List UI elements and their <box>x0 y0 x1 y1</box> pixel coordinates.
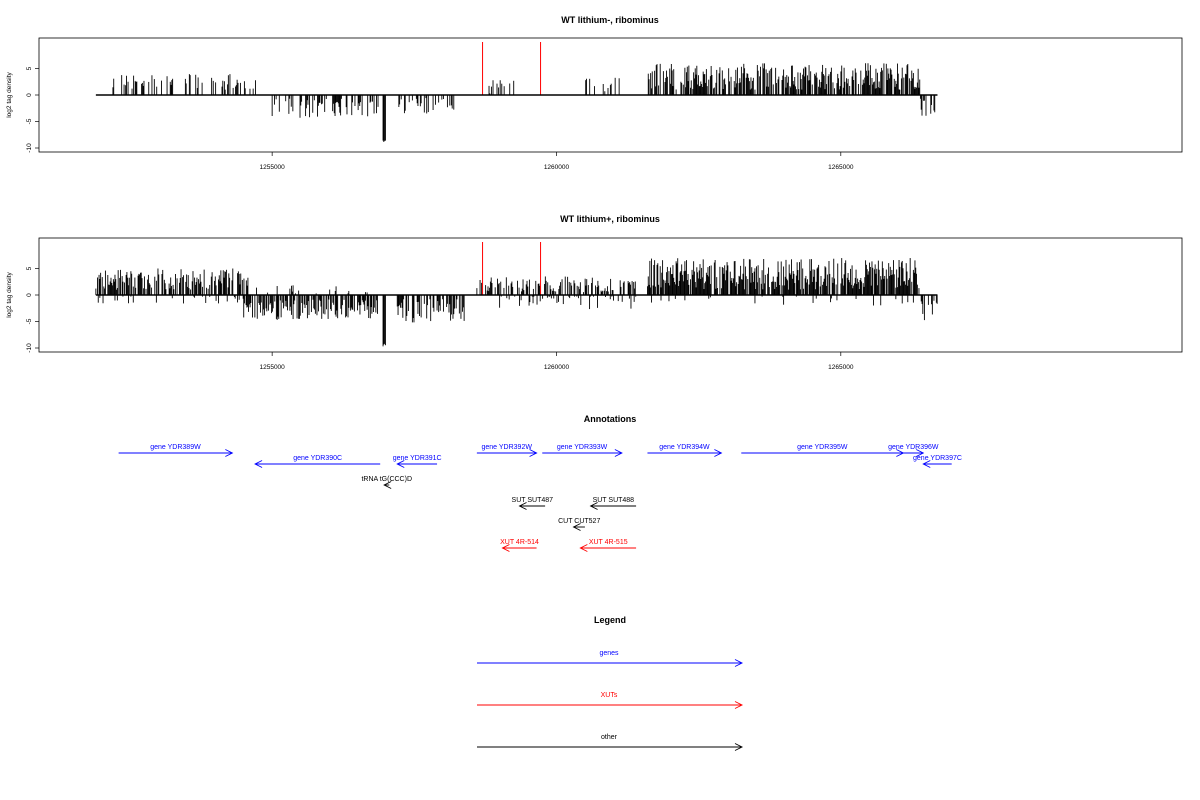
arrow-head <box>714 449 723 457</box>
y-axis-label: log2 tag density <box>6 271 13 317</box>
arrow-head <box>501 544 510 552</box>
bar-group <box>112 42 936 143</box>
annotation-feature: CUT CUT527 <box>558 518 600 531</box>
feature-label: CUT CUT527 <box>558 518 600 525</box>
annotation-feature: SUT SUT488 <box>589 497 637 510</box>
legend-label: genes <box>599 650 619 657</box>
legend-arrow-head <box>734 743 744 751</box>
panel-title: WT lithium+, ribominus <box>560 214 660 224</box>
x-tick-label: 1265000 <box>828 164 854 171</box>
arrow-head <box>225 449 234 457</box>
legend-label: XUTs <box>601 692 618 699</box>
arrow-head <box>396 460 405 468</box>
arrow-head <box>572 523 581 531</box>
feature-label: gene YDR393W <box>557 444 608 451</box>
feature-label: gene YDR397C <box>913 455 962 462</box>
bar-group <box>95 242 938 347</box>
legend-panel: Legend genes XUTs other <box>477 615 744 751</box>
arrow-head <box>916 449 925 457</box>
legend-entry: other <box>477 734 744 751</box>
feature-label: gene YDR389W <box>150 444 201 451</box>
feature-label: gene YDR396W <box>888 444 939 451</box>
arrow-head <box>529 449 538 457</box>
legend-items: genes XUTs other <box>477 650 744 751</box>
legend-entry: genes <box>477 650 744 667</box>
axes: -10 -5 0 5 1255000 1260000 1265000 <box>26 66 938 171</box>
annotation-feature: gene YDR391C <box>393 455 442 468</box>
y-tick-label: -5 <box>26 318 33 324</box>
track-panel-lithium-plus: WT lithium+, ribominus log2 tag density … <box>6 214 1183 371</box>
legend-arrow-head <box>734 701 744 709</box>
x-tick-label: 1255000 <box>259 364 285 371</box>
feature-label: gene YDR394W <box>659 444 710 451</box>
track-panel-lithium-minus: WT lithium-, ribominus log2 tag density … <box>6 15 1183 171</box>
feature-label: tRNA tG(CCC)D <box>361 476 412 483</box>
legend-title: Legend <box>594 615 626 625</box>
y-tick-label: 5 <box>26 66 33 70</box>
annotation-feature: gene YDR389W <box>118 444 234 457</box>
y-tick-label: -10 <box>26 343 33 353</box>
x-tick-label: 1255000 <box>259 164 285 171</box>
feature-label: SUT SUT487 <box>512 497 554 504</box>
y-tick-label: -10 <box>26 143 33 153</box>
annotation-feature: XUT 4R-514 <box>500 539 539 552</box>
feature-label: gene YDR390C <box>293 455 342 462</box>
arrow-head <box>922 460 931 468</box>
legend-arrow-head <box>734 659 744 667</box>
annotation-feature: SUT SUT487 <box>512 497 554 510</box>
y-tick-label: -5 <box>26 118 33 124</box>
arrow-head <box>896 449 905 457</box>
arrow-head <box>614 449 623 457</box>
x-tick-label: 1260000 <box>544 164 570 171</box>
annotation-feature: gene YDR397C <box>913 455 962 468</box>
feature-label: XUT 4R-515 <box>589 539 628 546</box>
annotation-feature: gene YDR390C <box>254 455 381 468</box>
legend-label: other <box>601 734 618 741</box>
y-tick-label: 0 <box>26 293 33 297</box>
panel-title: WT lithium-, ribominus <box>561 15 659 25</box>
annotation-feature: gene YDR396W <box>888 444 939 457</box>
annotation-feature: tRNA tG(CCC)D <box>361 476 412 489</box>
feature-label: gene YDR392W <box>481 444 532 451</box>
annotation-items: gene YDR389W gene YDR390C gene YDR391C gene… <box>118 444 962 552</box>
arrow-head <box>383 481 392 489</box>
annotations-title: Annotations <box>584 414 637 424</box>
feature-label: SUT SUT488 <box>593 497 635 504</box>
feature-label: XUT 4R-514 <box>500 539 539 546</box>
arrow-head <box>254 460 263 468</box>
feature-label: gene YDR395W <box>797 444 848 451</box>
arrow-head <box>579 544 588 552</box>
annotation-feature: gene YDR393W <box>542 444 623 457</box>
axes: -10 -5 0 5 1255000 1260000 1265000 <box>26 266 938 371</box>
arrow-head <box>589 502 598 510</box>
y-axis-label: log2 tag density <box>6 71 13 117</box>
legend-entry: XUTs <box>477 692 744 709</box>
feature-label: gene YDR391C <box>393 455 442 462</box>
annotation-feature: XUT 4R-515 <box>579 539 637 552</box>
arrow-head <box>518 502 527 510</box>
annotation-feature: gene YDR395W <box>741 444 905 457</box>
y-tick-label: 5 <box>26 266 33 270</box>
annotation-feature: gene YDR392W <box>476 444 538 457</box>
y-tick-label: 0 <box>26 93 33 97</box>
annotation-feature: gene YDR394W <box>647 444 723 457</box>
x-tick-label: 1265000 <box>828 364 854 371</box>
x-tick-label: 1260000 <box>544 364 570 371</box>
